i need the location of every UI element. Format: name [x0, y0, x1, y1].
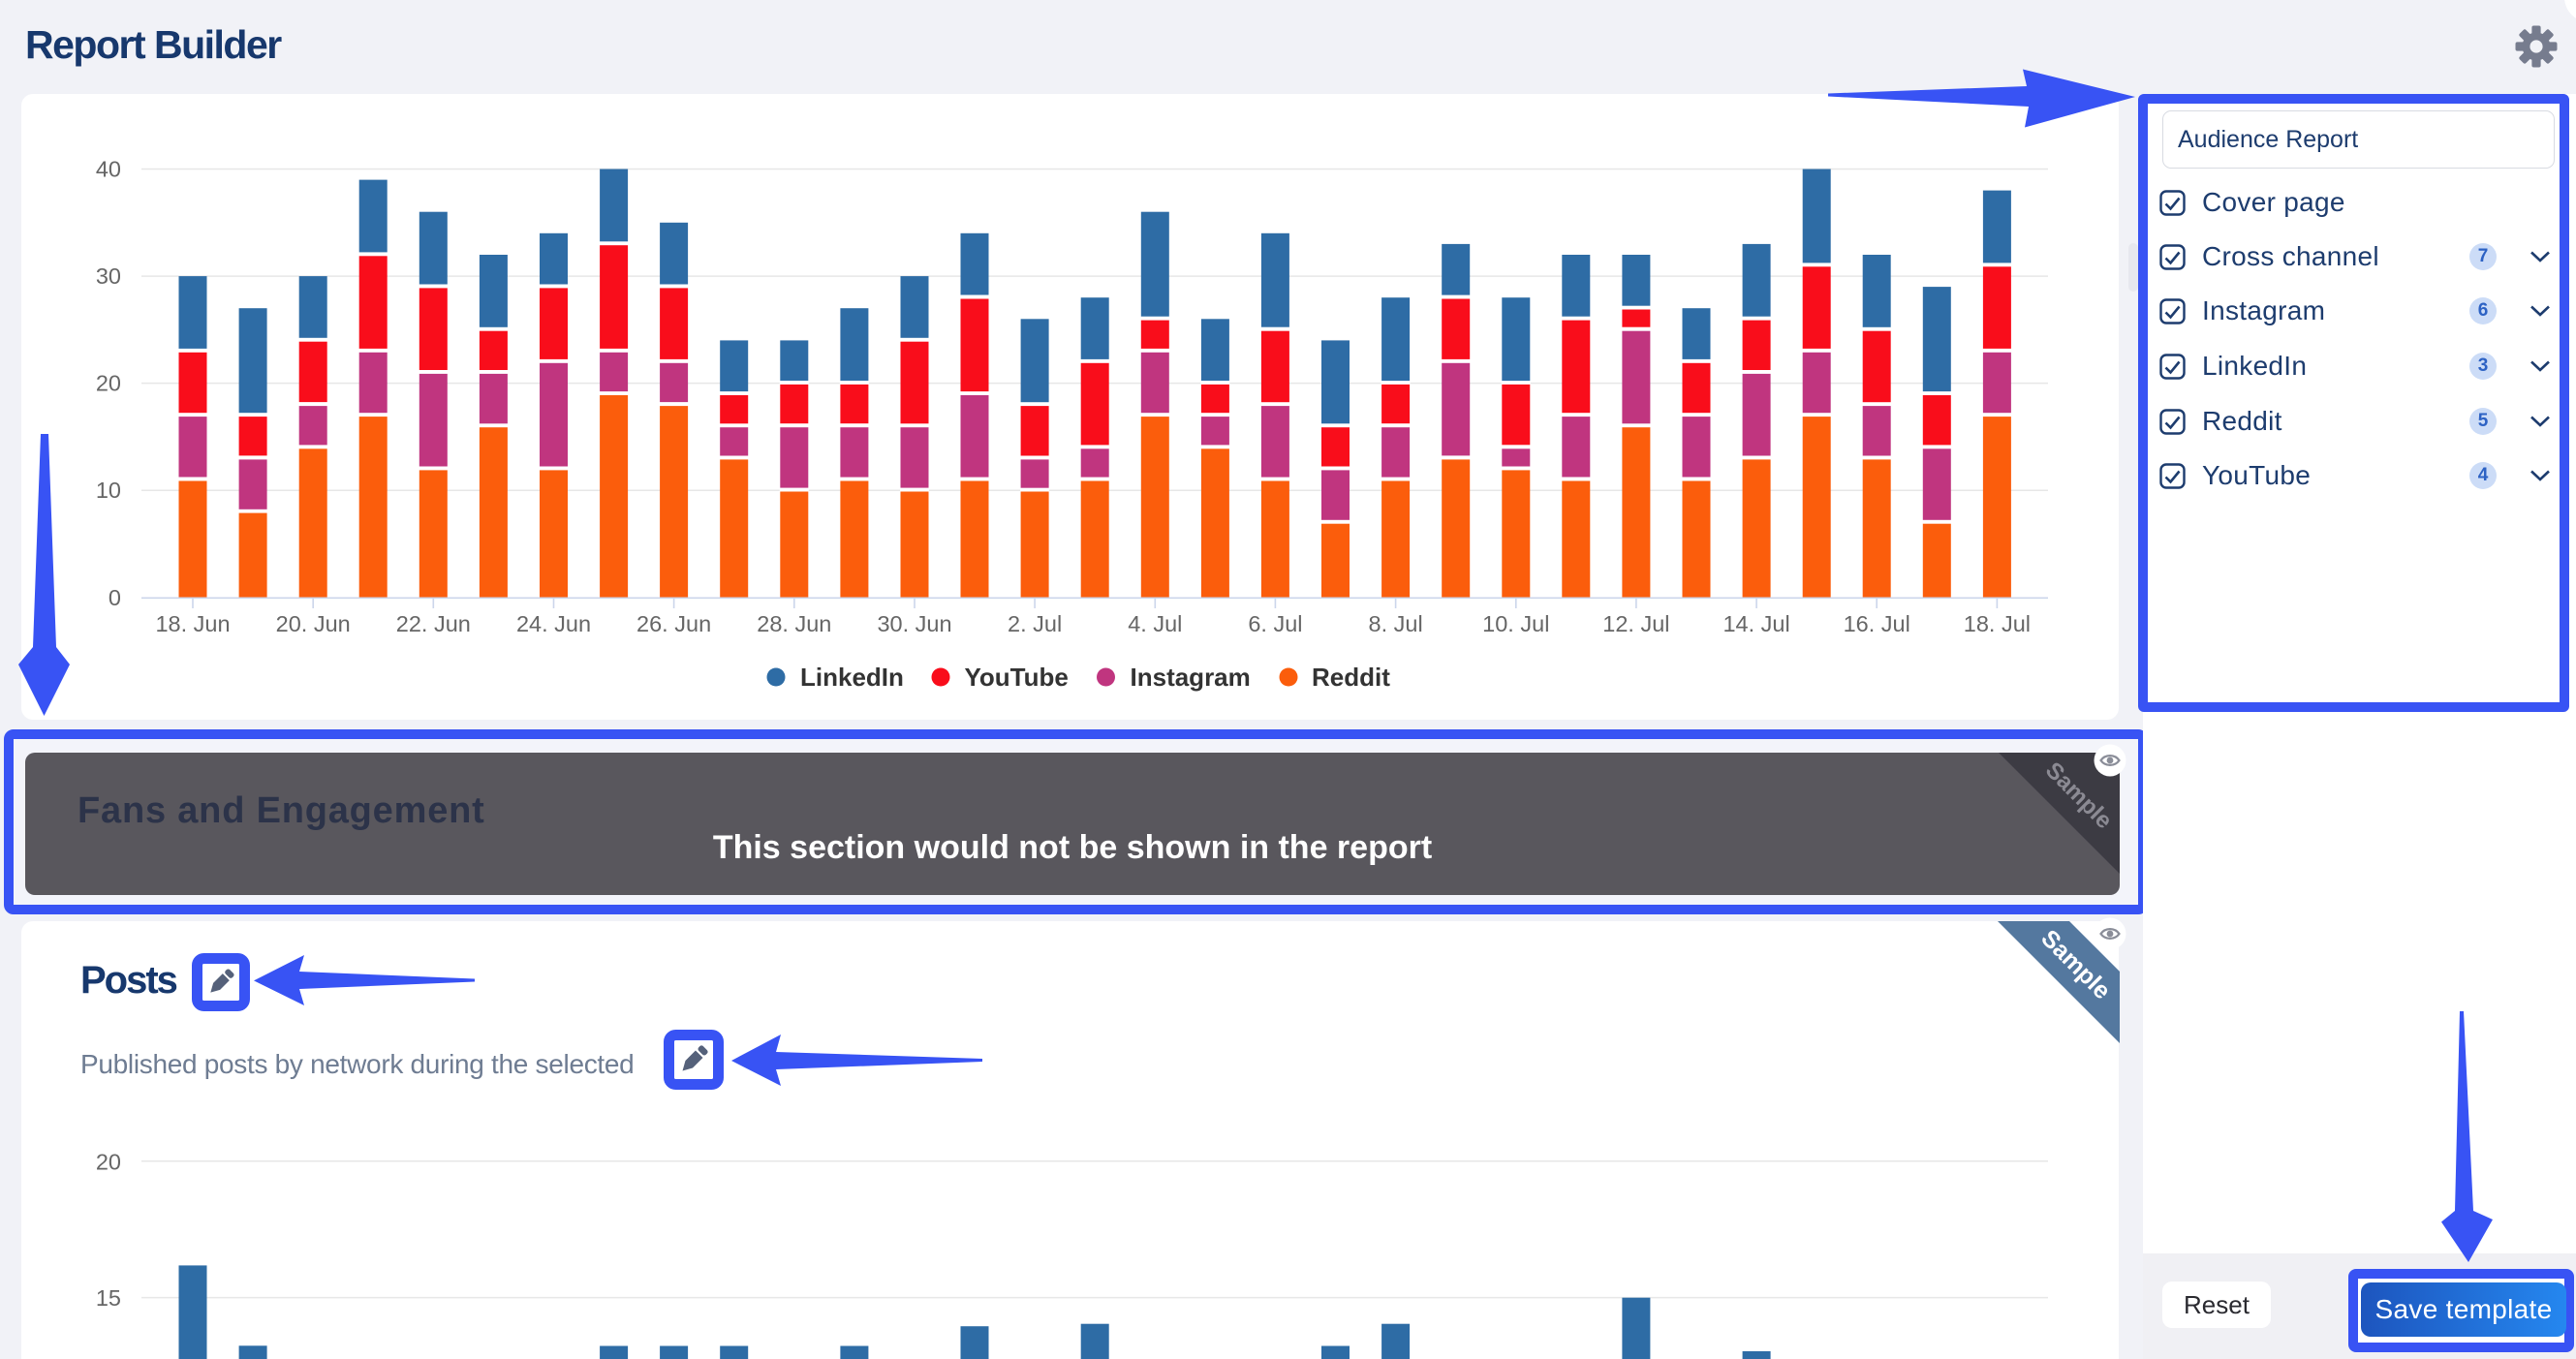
svg-text:4. Jul: 4. Jul [1128, 611, 1182, 636]
svg-text:20: 20 [96, 1149, 121, 1174]
svg-text:10: 10 [96, 478, 121, 503]
svg-text:20. Jun: 20. Jun [276, 611, 351, 636]
svg-text:22. Jun: 22. Jun [396, 611, 471, 636]
svg-text:40: 40 [96, 157, 121, 182]
svg-text:Instagram: Instagram [1131, 663, 1251, 692]
svg-text:2. Jul: 2. Jul [1008, 611, 1062, 636]
svg-text:6. Jul: 6. Jul [1248, 611, 1302, 636]
svg-text:12. Jul: 12. Jul [1602, 611, 1669, 636]
svg-text:10. Jul: 10. Jul [1482, 611, 1549, 636]
svg-text:Reddit: Reddit [1312, 663, 1390, 692]
svg-text:16. Jul: 16. Jul [1844, 611, 1910, 636]
svg-text:0: 0 [109, 585, 121, 610]
svg-text:14. Jul: 14. Jul [1723, 611, 1789, 636]
svg-text:15: 15 [96, 1285, 121, 1311]
svg-text:LinkedIn: LinkedIn [800, 663, 904, 692]
svg-text:30. Jun: 30. Jun [877, 611, 951, 636]
svg-text:18. Jun: 18. Jun [155, 611, 230, 636]
svg-text:30: 30 [96, 263, 121, 289]
svg-text:20: 20 [96, 371, 121, 396]
svg-text:YouTube: YouTube [965, 663, 1069, 692]
svg-text:26. Jun: 26. Jun [636, 611, 711, 636]
svg-text:18. Jul: 18. Jul [1964, 611, 2031, 636]
svg-text:24. Jun: 24. Jun [516, 611, 591, 636]
svg-text:28. Jun: 28. Jun [757, 611, 831, 636]
svg-text:8. Jul: 8. Jul [1369, 611, 1423, 636]
